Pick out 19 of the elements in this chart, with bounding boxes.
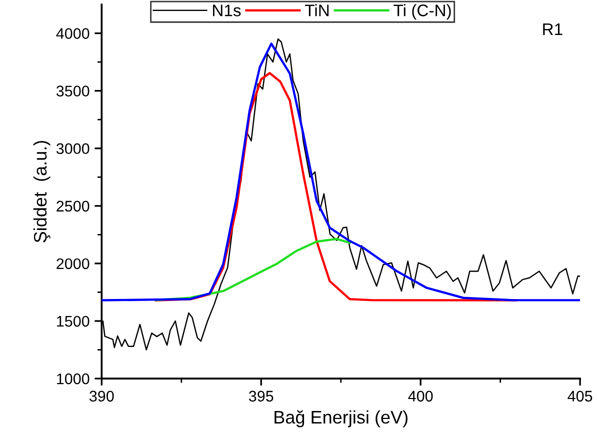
y-tick-label: 2500 [56,200,90,212]
line-series [154,238,351,302]
y-axis-title: Şiddet (a.u.) [33,140,50,242]
y-tick-label: 2000 [56,258,90,270]
x-tick-label: 405 [568,390,592,402]
y-tick-label: 3500 [56,86,90,96]
legend-label: N1s [213,4,241,16]
x-tick-label: 390 [90,390,114,402]
y-tick-label: 3000 [56,143,90,154]
x-axis-title: Bağ Enerjisi (eV) [274,410,408,428]
legend-label: TiN [304,4,329,16]
annotation: R1 [543,24,562,35]
x-tick-label: 395 [248,390,274,402]
y-tick-label: 4000 [56,28,90,39]
x-tick-label: 400 [408,390,433,402]
legend-label: Ti (C-N) [394,4,451,20]
y-tick-label: 1500 [57,316,90,327]
y-tick-label: 1000 [57,373,90,384]
line-series [102,42,580,302]
